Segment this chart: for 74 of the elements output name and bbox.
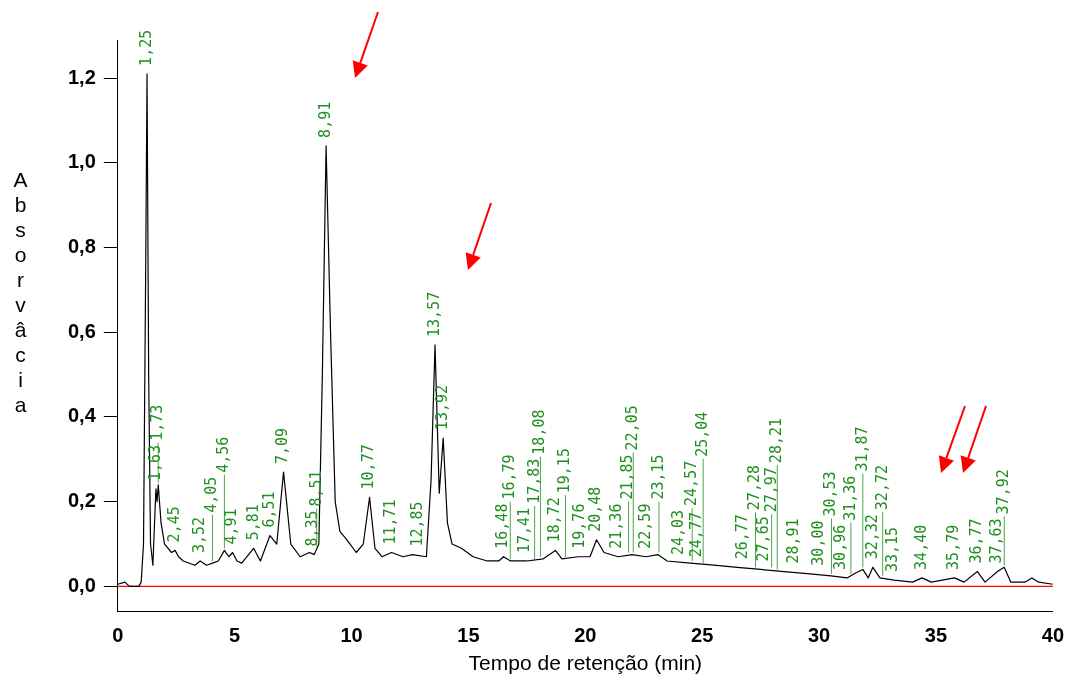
annotation: 8,51 bbox=[306, 470, 325, 507]
x-tick-label: 5 bbox=[229, 624, 241, 647]
y-tick-label: 0,0 bbox=[67, 573, 96, 596]
annotation: 6,51 bbox=[259, 491, 278, 528]
annotation: 28,21 bbox=[767, 417, 786, 464]
y-tick-label: 0,4 bbox=[67, 404, 97, 427]
annotation: 7,09 bbox=[273, 427, 292, 465]
annotation: 16,79 bbox=[500, 454, 519, 500]
annotation: 36,77 bbox=[967, 518, 986, 564]
annotation: 20,48 bbox=[586, 486, 605, 532]
annotation: 17,83 bbox=[524, 458, 543, 504]
annotation: 35,79 bbox=[944, 524, 963, 570]
annotation: 24,03 bbox=[669, 509, 688, 556]
annotation: 13,57 bbox=[424, 291, 443, 337]
annotation: 2,45 bbox=[164, 506, 183, 543]
annotation: 1,25 bbox=[136, 29, 155, 66]
annotation: 23,15 bbox=[648, 454, 667, 500]
annotation: 8,91 bbox=[315, 101, 334, 138]
annotation: 5,81 bbox=[243, 504, 262, 541]
annotation: 37,63 bbox=[987, 518, 1006, 564]
x-tick-label: 30 bbox=[807, 624, 831, 647]
x-tick-label: 25 bbox=[691, 624, 714, 647]
y-tick-label: 1,0 bbox=[67, 150, 96, 173]
annotation: 4,05 bbox=[202, 476, 221, 513]
annotation: 33,15 bbox=[882, 526, 901, 573]
annotation: 21,85 bbox=[618, 454, 637, 500]
x-tick-label: 10 bbox=[340, 624, 363, 647]
x-tick-label: 15 bbox=[457, 624, 480, 647]
annotation: 37,92 bbox=[994, 469, 1013, 515]
annotation: 16,48 bbox=[492, 503, 511, 549]
annotation: 34,40 bbox=[911, 524, 930, 570]
annotation: 28,91 bbox=[783, 518, 802, 564]
annotation: 1,73 bbox=[148, 404, 167, 441]
x-tick-label: 20 bbox=[574, 624, 597, 647]
annotation: 27,28 bbox=[745, 465, 764, 511]
annotation: 30,53 bbox=[821, 471, 840, 517]
annotation: 1,63 bbox=[145, 444, 164, 481]
annotation: 17,41 bbox=[514, 507, 533, 553]
annotation: 24,57 bbox=[682, 460, 701, 506]
annotation: 26,77 bbox=[733, 514, 752, 560]
annotation: 18,72 bbox=[545, 497, 564, 543]
y-tick-label: 1,2 bbox=[67, 65, 96, 88]
y-tick-label: 0,8 bbox=[67, 235, 96, 258]
x-tick-label: 40 bbox=[1041, 624, 1064, 647]
annotation: 19,15 bbox=[555, 448, 574, 494]
annotation: 30,96 bbox=[831, 524, 850, 570]
x-axis-title: Tempo de retenção (min) bbox=[468, 651, 703, 675]
x-tick-label: 35 bbox=[924, 624, 948, 647]
annotation: 32,72 bbox=[872, 465, 891, 511]
annotation: 8,35 bbox=[302, 510, 321, 547]
annotation: 3,52 bbox=[189, 516, 208, 553]
annotation: 18,08 bbox=[530, 409, 549, 455]
annotation: 4,56 bbox=[214, 436, 233, 473]
annotation: 19,76 bbox=[569, 503, 588, 549]
annotation: 13,92 bbox=[433, 384, 452, 431]
y-axis-title: Absorvâcia bbox=[8, 168, 32, 418]
annotation: 22,59 bbox=[635, 503, 654, 549]
annotation: 11,71 bbox=[381, 499, 400, 545]
annotation: 24,77 bbox=[686, 512, 705, 558]
annotation: 21,36 bbox=[607, 503, 626, 549]
annotation: 22,05 bbox=[623, 405, 642, 451]
x-tick-label: 0 bbox=[112, 624, 124, 647]
annotation: 27,65 bbox=[754, 516, 773, 562]
annotation: 10,77 bbox=[359, 444, 378, 490]
annotation: 32,32 bbox=[863, 514, 882, 560]
annotation: 12,85 bbox=[408, 501, 427, 547]
annotation: 25,04 bbox=[693, 411, 712, 457]
annotation: 31,87 bbox=[852, 426, 871, 472]
annotation: 30,00 bbox=[809, 520, 827, 566]
annotation: 31,36 bbox=[840, 475, 859, 521]
y-tick-label: 0,2 bbox=[67, 489, 96, 512]
annotation: 27,97 bbox=[761, 467, 780, 513]
annotation: 4,91 bbox=[222, 508, 241, 545]
y-tick-label: 0,6 bbox=[67, 319, 96, 342]
